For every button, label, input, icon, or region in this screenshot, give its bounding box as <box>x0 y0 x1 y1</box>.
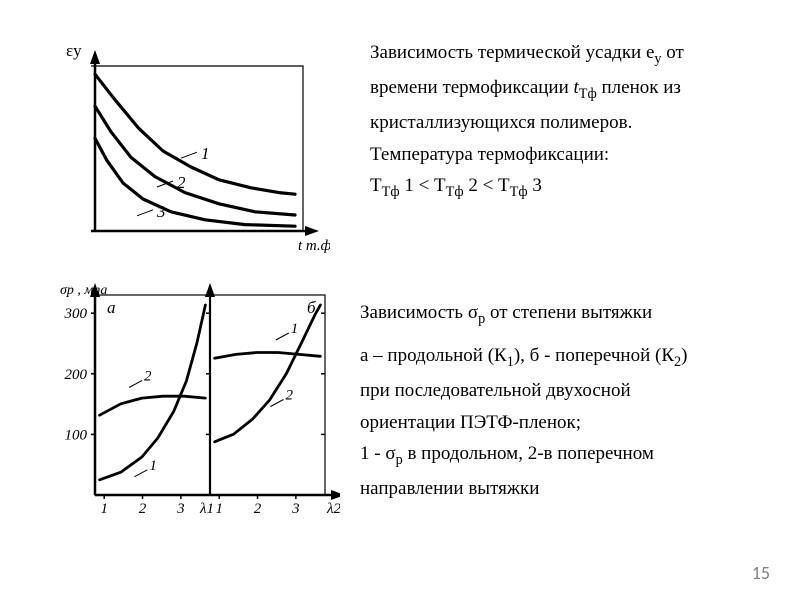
top-line1: Зависимость термической усадки еу от <box>370 40 770 69</box>
text-fragment: 1 - σ <box>360 443 396 464</box>
stress-vs-stretch-chart: 1 2 1 2 100 200 300 1 2 3 1 2 3 λ1 λ2 σр , мпаа б <box>40 270 340 540</box>
svg-text:а: а <box>107 298 116 317</box>
text-fragment: Зависимость σ <box>360 302 478 323</box>
subscript: 1 <box>507 354 514 370</box>
text-fragment: 2 < Т <box>468 175 509 196</box>
text-fragment: ), б - поперечной (К <box>514 345 674 366</box>
bottom-line6: направлении вытяжки <box>360 476 780 502</box>
svg-text:λ1: λ1 <box>199 501 214 517</box>
bottom-description: Зависимость σр от степени вытяжки а – пр… <box>360 300 780 508</box>
svg-text:1: 1 <box>201 144 210 163</box>
subscript: Тф <box>382 184 400 200</box>
svg-text:1: 1 <box>215 501 223 517</box>
text-fragment: в продольном, 2-в поперечном <box>403 443 654 464</box>
text-fragment: от <box>662 42 684 63</box>
bottom-line5: 1 - σр в продольном, 2-в поперечном <box>360 441 780 470</box>
text-fragment: ) <box>681 345 687 366</box>
svg-text:200: 200 <box>65 367 88 383</box>
subscript: Тф <box>579 86 597 102</box>
bottom-line3: при последовательной двухосной <box>360 378 780 404</box>
text-fragment: а – продольной (К <box>360 345 507 366</box>
svg-text:100: 100 <box>65 427 88 443</box>
top-line3: кристаллизующихся полимеров. <box>370 110 770 136</box>
bottom-line4: ориентации ПЭТФ-пленок; <box>360 410 780 436</box>
text-fragment: Зависимость термической усадки е <box>370 42 654 63</box>
subscript: у <box>654 51 661 67</box>
svg-text:б: б <box>307 298 316 317</box>
svg-text:1: 1 <box>100 501 108 517</box>
top-line4: Температура термофиксации: <box>370 142 770 168</box>
text-fragment: 1 < Т <box>404 175 445 196</box>
svg-text:1: 1 <box>291 321 299 337</box>
svg-text:2: 2 <box>144 369 152 385</box>
text-fragment: пленок из <box>597 77 681 98</box>
svg-text:2: 2 <box>286 388 294 404</box>
svg-text:2: 2 <box>254 501 262 517</box>
thermal-shrinkage-chart: 123 εу t т.ф <box>40 36 330 256</box>
top-line2: времени термофиксации tТф пленок из <box>370 75 770 104</box>
page-number: 15 <box>752 561 770 585</box>
top-line5: ТТф 1 < ТТф 2 < ТТф 3 <box>370 173 770 202</box>
svg-text:1: 1 <box>149 458 157 474</box>
svg-text:3: 3 <box>156 202 166 221</box>
svg-text:300: 300 <box>64 306 88 322</box>
top-description: Зависимость термической усадки еу от вре… <box>370 40 770 208</box>
svg-text:σр , мпа: σр , мпа <box>60 283 107 298</box>
y-axis-label: εу <box>66 41 82 60</box>
svg-text:3: 3 <box>176 501 185 517</box>
svg-text:λ2: λ2 <box>326 501 340 517</box>
svg-text:3: 3 <box>291 501 300 517</box>
text-fragment: от степени вытяжки <box>485 302 652 323</box>
svg-text:2: 2 <box>177 173 186 192</box>
text-fragment: Т <box>370 175 382 196</box>
text-fragment: времени термофиксации <box>370 77 574 98</box>
bottom-line2: а – продольной (К1), б - поперечной (К2) <box>360 343 780 372</box>
subscript: Тф <box>510 184 528 200</box>
x-axis-label: t т.ф <box>298 238 330 254</box>
subscript: р <box>396 452 403 468</box>
bottom-line1: Зависимость σр от степени вытяжки <box>360 300 780 329</box>
subscript: Тф <box>446 184 464 200</box>
svg-text:2: 2 <box>139 501 147 517</box>
text-fragment: 3 <box>532 175 542 196</box>
